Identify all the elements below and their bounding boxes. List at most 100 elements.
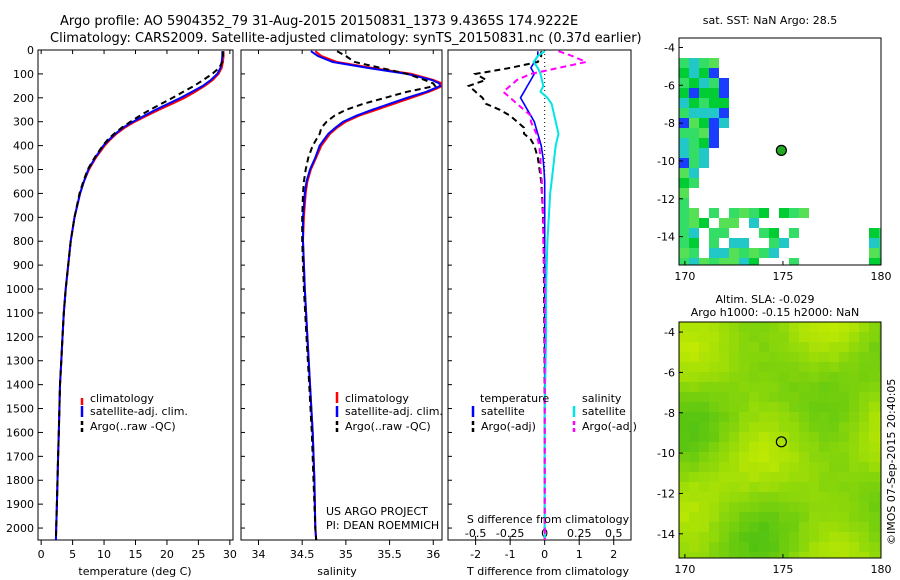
sla-cell <box>709 432 719 442</box>
sla-cell <box>809 372 819 382</box>
sst-cell <box>769 248 779 258</box>
sla-cell <box>799 372 809 382</box>
sla-cell <box>799 462 809 472</box>
sla-cell <box>789 332 799 342</box>
sla-cell <box>869 372 879 382</box>
sla-cell <box>859 482 869 492</box>
sla-cell <box>699 402 709 412</box>
sst-cell <box>709 138 719 148</box>
sla-cell <box>729 382 739 392</box>
sla-cell <box>769 392 779 402</box>
sst-cell <box>679 238 689 248</box>
salinity-tick-label: 35 <box>339 548 353 561</box>
sla-cell <box>799 492 809 502</box>
sla-cell <box>729 332 739 342</box>
sla-cell <box>849 362 859 372</box>
sla-cell <box>859 392 869 402</box>
sla-cell <box>879 482 881 492</box>
sla-cell <box>739 362 749 372</box>
sla-x-tick-label: 180 <box>871 563 892 576</box>
sst-cell <box>709 98 719 108</box>
sla-cell <box>799 382 809 392</box>
sla-cell <box>859 422 869 432</box>
sla-cell <box>749 422 759 432</box>
sla-cell <box>749 392 759 402</box>
sla-cell <box>729 442 739 452</box>
sla-cell <box>799 392 809 402</box>
sla-cell <box>739 492 749 502</box>
sla-cell <box>809 442 819 452</box>
depth-tick-label: 1300 <box>6 355 34 368</box>
sla-cell <box>809 462 819 472</box>
sla-cell <box>779 462 789 472</box>
temperature-tick-label: 15 <box>129 548 143 561</box>
sla-cell <box>879 332 881 342</box>
sst-cell <box>739 258 749 265</box>
sla-cell <box>769 362 779 372</box>
sst-cell <box>749 258 759 265</box>
sst-cell <box>699 158 709 168</box>
sla-cell <box>809 542 819 552</box>
sla-cell <box>729 462 739 472</box>
sst-cell <box>779 208 789 218</box>
s-diff-tick-label: -0.5 <box>465 527 486 540</box>
sla-cell <box>769 472 779 482</box>
sla-cell <box>719 462 729 472</box>
sst-cell <box>879 258 881 265</box>
sla-cell <box>719 402 729 412</box>
sla-cell <box>699 472 709 482</box>
sla-cell <box>819 432 829 442</box>
sla-cell <box>809 352 819 362</box>
sla-cell <box>739 472 749 482</box>
sla-x-tick-label: 170 <box>674 563 695 576</box>
sla-cell <box>789 432 799 442</box>
sst-cell <box>679 178 689 188</box>
sla-cell <box>769 532 779 542</box>
sla-cell <box>699 322 709 332</box>
sst-y-tick-label: -14 <box>657 231 675 244</box>
sla-cell <box>709 552 719 558</box>
sst-cell <box>729 248 739 258</box>
sla-cell <box>699 432 709 442</box>
depth-tick-label: 1800 <box>6 474 34 487</box>
sla-cell <box>829 432 839 442</box>
sla-cell <box>849 462 859 472</box>
sla-cell <box>839 322 849 332</box>
sla-cell <box>869 392 879 402</box>
sla-cell <box>719 492 729 502</box>
sla-cell <box>769 542 779 552</box>
sla-cell <box>709 382 719 392</box>
sst-map-title: sat. SST: NaN Argo: 28.5 <box>703 14 837 27</box>
legend-salinity-heading: salinity <box>582 392 622 405</box>
sla-cell <box>869 522 879 532</box>
sla-cell <box>819 412 829 422</box>
sla-cell <box>799 542 809 552</box>
sla-cell <box>699 462 709 472</box>
sla-y-tick-label: -6 <box>664 366 675 379</box>
sla-cell <box>749 542 759 552</box>
sst-cell <box>689 168 699 178</box>
sla-cell <box>749 352 759 362</box>
sla-cell <box>719 412 729 422</box>
figure-title-line1: Argo profile: AO 5904352_79 31-Aug-2015 … <box>60 14 578 29</box>
sla-cell <box>699 372 709 382</box>
sla-cell <box>789 522 799 532</box>
sla-cell <box>819 512 829 522</box>
sla-cell <box>709 332 719 342</box>
sla-cell <box>829 532 839 542</box>
sla-cell <box>709 412 719 422</box>
sla-cell <box>839 362 849 372</box>
sla-cell <box>789 502 799 512</box>
sla-cell <box>869 402 879 412</box>
sla-cell <box>699 352 709 362</box>
legend-s-satellite: satellite <box>582 405 626 418</box>
sla-cell <box>839 352 849 362</box>
sla-cell <box>799 322 809 332</box>
sla-cell <box>729 372 739 382</box>
sla-cell <box>729 402 739 412</box>
sst-cell <box>679 128 689 138</box>
sla-cell <box>819 342 829 352</box>
sst-cell <box>679 88 689 98</box>
sla-cell <box>729 522 739 532</box>
sst-cell <box>719 78 729 88</box>
